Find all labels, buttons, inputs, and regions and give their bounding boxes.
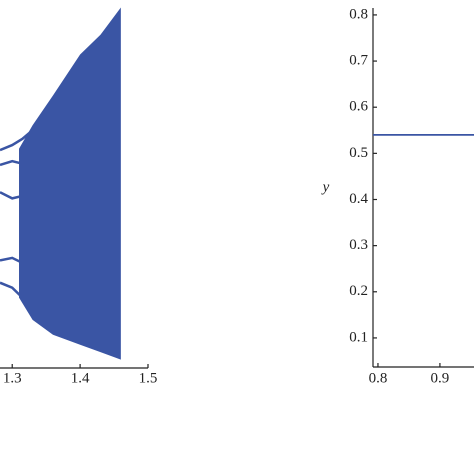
x-tick-label: 1.5 [139, 370, 158, 386]
y-tick-label: 0.4 [349, 191, 368, 207]
y-tick-label: 0.2 [349, 283, 368, 299]
y-tick-label: 0.5 [349, 145, 368, 161]
y-tick-label: 0.3 [349, 237, 368, 253]
chaotic-band [19, 7, 121, 360]
y-tick-label: 0.7 [349, 53, 368, 69]
x-tick-label: 0.8 [369, 370, 388, 386]
x-tick-label: 0.9 [431, 370, 450, 386]
y-axis-label: y [321, 179, 330, 195]
y-tick-label: 0.1 [349, 329, 368, 345]
x-tick-label: 1.3 [3, 370, 22, 386]
y-tick-label: 0.6 [349, 99, 368, 115]
y-tick-label: 0.8 [349, 6, 368, 22]
x-tick-label: 1.4 [71, 370, 90, 386]
